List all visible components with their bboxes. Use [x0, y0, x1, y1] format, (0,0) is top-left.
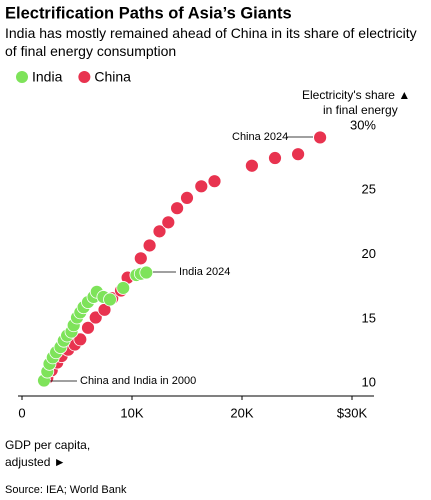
point [88, 310, 103, 325]
point [103, 292, 117, 307]
annotation: China and India in 2000 [80, 375, 196, 387]
x-tick-label: $30K [337, 405, 368, 420]
point [116, 281, 131, 295]
x-axis-label: GDP per capita, [5, 438, 90, 452]
source: Source: IEA; World Bank [5, 484, 127, 496]
point [291, 147, 306, 162]
point [194, 179, 209, 194]
x-axis-label: adjusted ► [5, 455, 66, 469]
chart-subtitle: India has mostly remained ahead of China… [5, 25, 417, 59]
point [170, 201, 185, 216]
x-tick-label: 10K [120, 405, 143, 420]
legend-label: India [32, 69, 63, 85]
annotation: China 2024 [232, 131, 288, 143]
subtitle-box: India has mostly remained ahead of China… [5, 25, 417, 59]
x-tick-label: 0 [18, 405, 25, 420]
y-axis-label: in final energy [323, 103, 398, 117]
point [244, 158, 259, 173]
point [133, 251, 148, 266]
point [73, 332, 88, 347]
x-tick-label: 20K [230, 405, 253, 420]
chart-title: Electrification Paths of Asia’s Giants [5, 4, 292, 22]
point [207, 174, 222, 189]
y-tick-label: 10 [362, 375, 376, 390]
point [313, 130, 328, 145]
annotation: India 2024 [179, 266, 230, 278]
point [81, 320, 95, 335]
point [152, 224, 167, 239]
y-axis-label: Electricity's share ▲ [302, 88, 410, 102]
point [139, 265, 154, 280]
legend-marker [16, 71, 28, 83]
y-tick-label: 20 [362, 246, 376, 261]
point [268, 151, 282, 165]
y-tick-label: 30% [350, 117, 376, 132]
point [142, 238, 157, 253]
legend-label: China [94, 69, 131, 85]
y-tick-label: 15 [362, 310, 376, 325]
point [161, 215, 176, 230]
legend-marker [78, 71, 91, 83]
point [180, 190, 194, 205]
y-tick-label: 25 [362, 182, 376, 197]
